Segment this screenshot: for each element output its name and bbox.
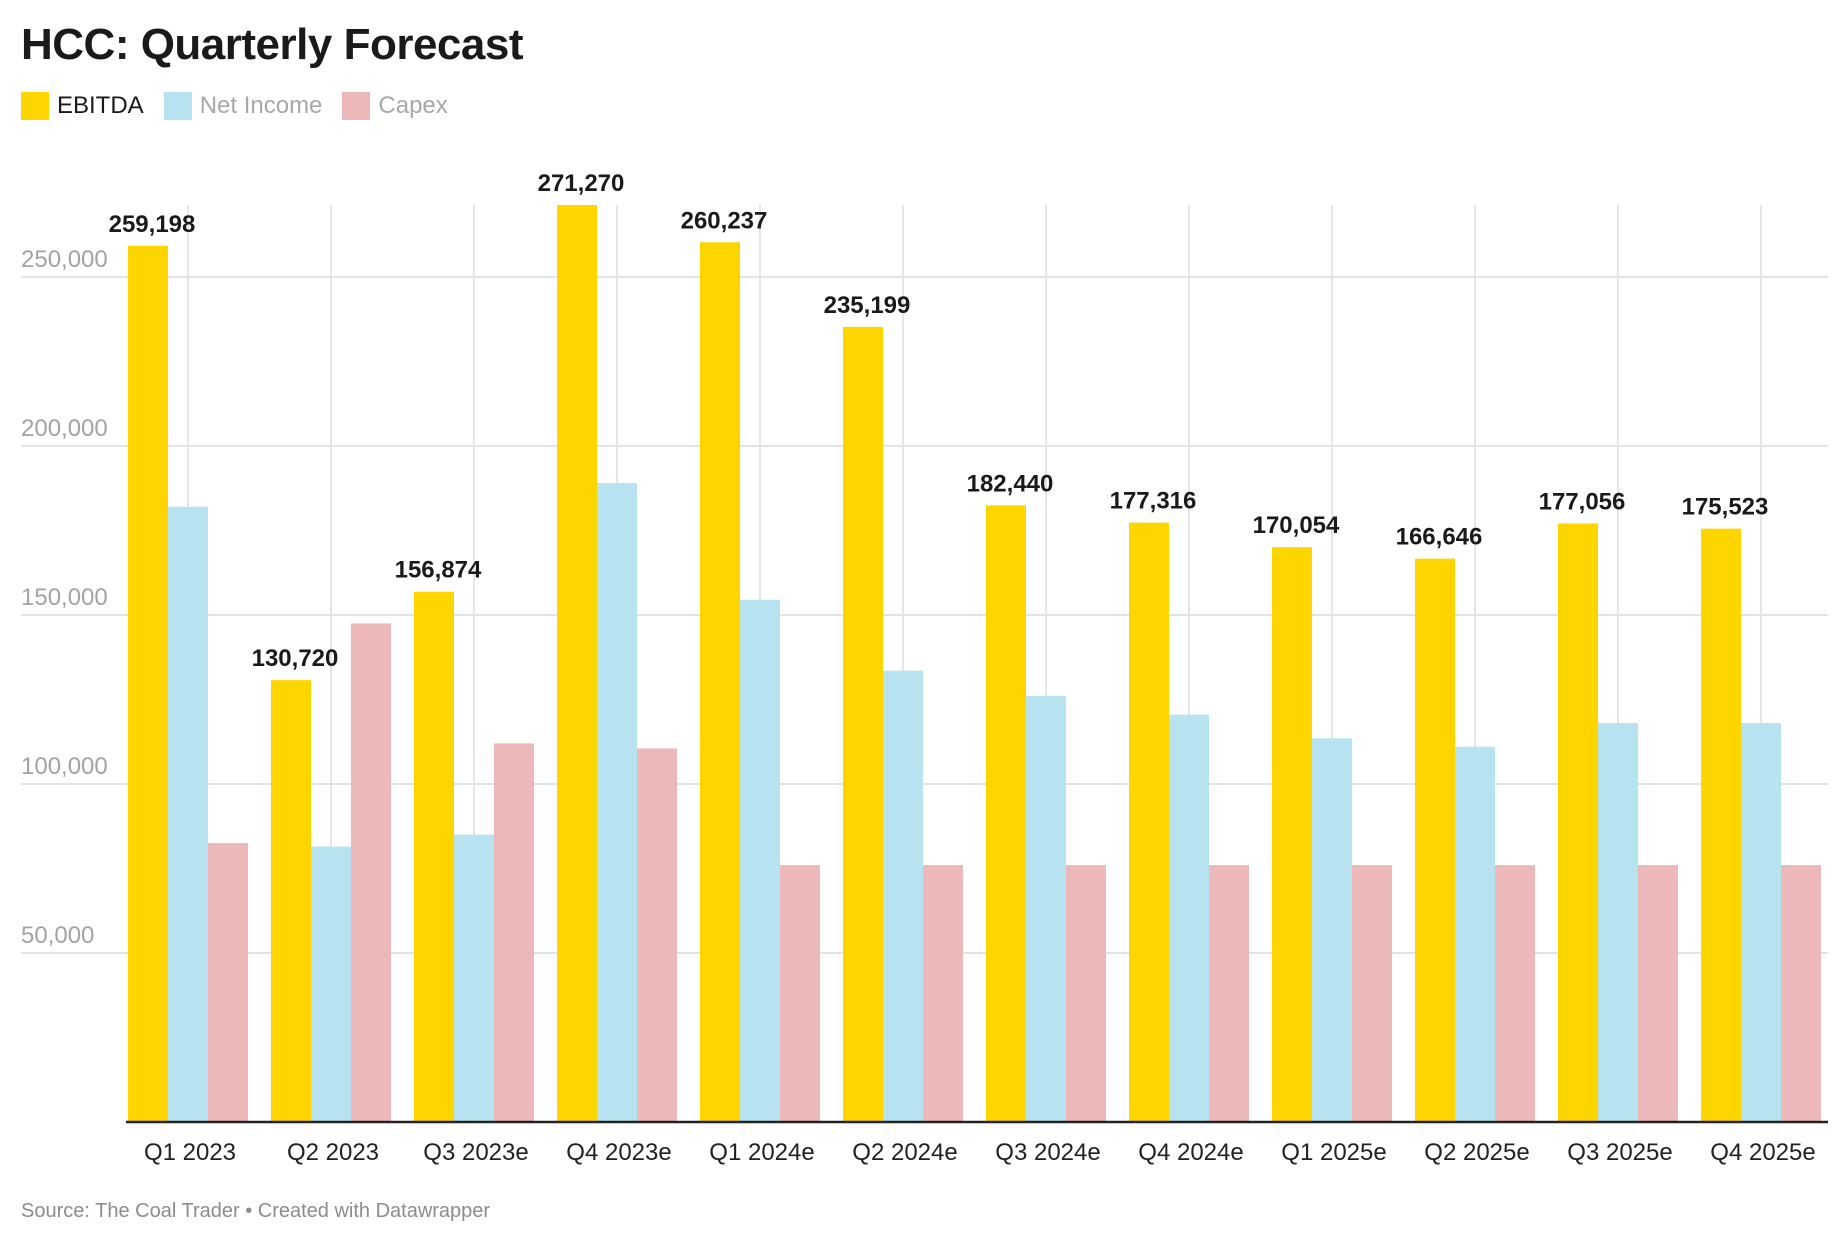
axes: 50,000 100,000 150,000 200,000 250,000 Q1 202… <box>21 246 1828 1166</box>
data-label: 235,199 <box>824 292 911 319</box>
x-tick-label: Q3 2025e <box>1567 1139 1672 1166</box>
data-label: 182,440 <box>967 470 1054 497</box>
x-tick-label: Q2 2023 <box>287 1139 379 1166</box>
y-tick-label: 100,000 <box>21 753 108 780</box>
data-label: 259,198 <box>109 211 196 238</box>
x-tick-label: Q4 2024e <box>1138 1139 1243 1166</box>
bar-net-income <box>168 506 208 1122</box>
legend-swatch-ebitda <box>21 92 49 120</box>
bar-ebitda <box>986 505 1026 1122</box>
bar-net-income <box>597 483 637 1122</box>
data-label: 156,874 <box>395 557 482 584</box>
x-tick-label: Q2 2024e <box>852 1139 957 1166</box>
bar-net-income <box>883 670 923 1122</box>
bar-ebitda <box>271 680 311 1122</box>
bar-ebitda <box>1272 547 1312 1122</box>
bar-net-income <box>1455 746 1495 1122</box>
bar-capex <box>494 743 534 1122</box>
bar-capex <box>780 865 820 1122</box>
bar-net-income <box>740 599 780 1122</box>
bar-net-income <box>454 834 494 1122</box>
legend: EBITDA Net Income Capex <box>21 92 468 120</box>
data-label: 130,720 <box>252 645 339 672</box>
bar-ebitda <box>414 591 454 1122</box>
bar-capex <box>1638 865 1678 1122</box>
bar-ebitda <box>1558 523 1598 1122</box>
data-label: 177,316 <box>1110 488 1197 515</box>
bar-ebitda <box>700 242 740 1123</box>
bar-net-income <box>1598 723 1638 1122</box>
bar-net-income <box>1026 696 1066 1122</box>
bar-capex <box>1066 865 1106 1122</box>
bar-ebitda <box>843 326 883 1122</box>
x-tick-label: Q2 2025e <box>1424 1139 1529 1166</box>
x-tick-label: Q3 2024e <box>995 1139 1100 1166</box>
data-label: 260,237 <box>681 207 768 234</box>
legend-label-ebitda: EBITDA <box>57 92 144 119</box>
y-tick-label: 50,000 <box>21 922 94 949</box>
bar-ebitda <box>1701 528 1741 1122</box>
bars <box>128 205 1821 1123</box>
x-tick-label: Q4 2023e <box>566 1139 671 1166</box>
x-tick-label: Q3 2023e <box>423 1139 528 1166</box>
data-labels: 259,198 130,720 156,874 271,270 260,237 235,1… <box>109 170 1769 672</box>
bar-net-income <box>1312 738 1352 1122</box>
bar-ebitda <box>557 205 597 1122</box>
x-tick-label: Q1 2024e <box>709 1139 814 1166</box>
legend-label-net-income: Net Income <box>199 92 323 119</box>
y-tick-label: 150,000 <box>21 584 108 611</box>
data-label: 175,523 <box>1682 494 1769 521</box>
bar-capex <box>351 623 391 1122</box>
chart-title: HCC: Quarterly Forecast <box>21 20 523 69</box>
legend-item-net-income[interactable]: Net Income <box>163 92 323 120</box>
bar-capex <box>637 748 677 1122</box>
bar-net-income <box>1169 714 1209 1122</box>
y-tick-label: 200,000 <box>21 415 108 442</box>
data-label: 271,270 <box>538 170 625 197</box>
bar-capex <box>1209 865 1249 1122</box>
legend-item-capex[interactable]: Capex <box>342 92 448 120</box>
legend-swatch-net-income <box>163 92 192 120</box>
x-tick-label: Q4 2025e <box>1710 1139 1815 1166</box>
bar-ebitda <box>1129 522 1169 1122</box>
data-label: 166,646 <box>1396 524 1483 551</box>
x-tick-label: Q1 2025e <box>1281 1139 1386 1166</box>
bar-net-income <box>311 846 351 1122</box>
bar-capex <box>208 843 248 1122</box>
data-label: 177,056 <box>1539 488 1626 515</box>
x-tick-label: Q1 2023 <box>144 1139 236 1166</box>
bar-capex <box>1495 865 1535 1122</box>
bar-capex <box>1781 865 1821 1122</box>
bar-capex <box>923 865 963 1122</box>
data-label: 170,054 <box>1253 512 1340 539</box>
legend-item-ebitda[interactable]: EBITDA <box>21 92 144 120</box>
bar-capex <box>1352 865 1392 1122</box>
bar-net-income <box>1741 723 1781 1122</box>
y-tick-label: 250,000 <box>21 246 108 273</box>
legend-label-capex: Capex <box>378 92 448 119</box>
bar-ebitda <box>128 245 168 1123</box>
legend-swatch-capex <box>342 92 371 120</box>
source-note: Source: The Coal Trader • Created with D… <box>21 1200 491 1222</box>
bar-ebitda <box>1415 558 1455 1122</box>
